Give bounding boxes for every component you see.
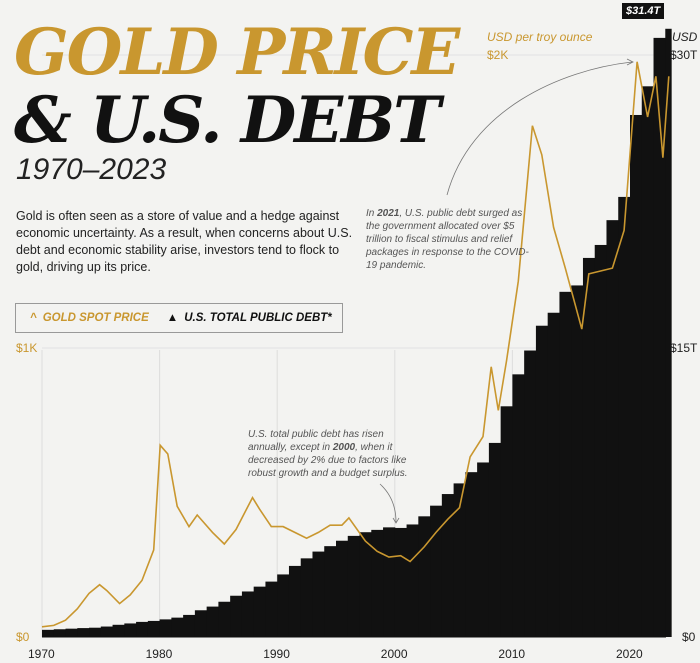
debt-bar [288,565,302,637]
annotation-covid: In 2021, U.S. public debt surged as the … [366,207,536,272]
triangle-icon: ▲ [166,312,179,324]
debt-bar [265,581,278,637]
y2000-arrow-head [392,517,400,524]
debt-bar [418,516,431,637]
debt-bar [406,524,419,637]
legend: ^ GOLD SPOT PRICE ▲ U.S. TOTAL PUBLIC DE… [15,303,343,333]
debt-bar [206,606,219,637]
title-years: 1970–2023 [16,153,167,186]
debt-bar [371,529,384,637]
debt-bar [500,406,513,637]
legend-debt: U.S. TOTAL PUBLIC DEBT* [184,312,332,324]
note-text: , U.S. public debt surged as the governm… [366,208,529,271]
title-us-debt: & U.S. DEBT [14,83,441,158]
debt-bar [89,627,102,637]
right-tick-0: $0 [682,630,696,644]
debt-bar [453,483,466,637]
left-axis-label: USD per troy ounce [487,30,593,44]
title-gold-price: GOLD PRICE [14,15,460,90]
left-tick-1k: $1K [16,341,38,355]
debt-bar [230,595,243,637]
debt-bar [477,462,490,637]
caret-up-icon: ^ [30,312,37,324]
debt-bar [65,628,78,637]
debt-bar [582,257,596,637]
note-text: In [366,208,378,219]
debt-bar [300,558,313,637]
debt-bar [359,532,372,637]
debt-bar [77,628,90,637]
debt-bar [465,472,478,637]
debt-bar [136,621,149,637]
debt-bar [124,623,137,637]
debt-bar [347,535,361,637]
debt-bar [512,374,525,637]
debt-bar [253,586,266,637]
x-tick-label: 1970 [28,647,55,661]
note-text: U.S. total public debt has risen annuall… [248,429,384,453]
note-year: 2000 [332,442,356,453]
annotation-2000: U.S. total public debt has risen annuall… [248,428,418,480]
right-tick-15t: $15T [670,341,698,355]
x-tick-label: 1990 [263,647,290,661]
debt-bar [606,220,619,637]
x-tick-label: 1980 [145,647,173,661]
legend-gold: GOLD SPOT PRICE [42,312,149,324]
debt-bar [383,527,396,637]
debt-bar [547,312,560,637]
note-text: , when it decreased by 2% due to factors… [248,442,408,479]
debt-bar [42,629,55,637]
debt-bar [312,551,325,637]
covid-arrow-head [626,58,634,66]
gold-price-line [41,61,670,628]
debt-bar [441,494,455,637]
covid-arrow [446,61,633,196]
debt-bar [488,442,502,637]
note-year: 2021 [377,208,400,219]
debt-bar [336,540,349,637]
debt-bar [535,325,549,637]
x-tick-label: 2010 [498,647,526,661]
debt-bar [159,619,172,637]
right-axis-label: USD [672,30,698,44]
debt-bar [630,114,643,637]
debt-bar [112,624,125,637]
description: Gold is often seen as a store of value a… [16,209,353,274]
debt-bar [241,591,255,637]
debt-bar [147,620,161,637]
debt-callout: $31.4T [622,3,665,19]
debt-bar [665,28,672,638]
debt-bar [100,626,114,637]
debt-bar [524,350,537,637]
x-tick-label: 2020 [616,647,643,661]
debt-bar [324,546,337,637]
debt-bar [194,610,208,637]
debt-bar [53,629,67,637]
debt-bar [218,601,231,637]
debt-bar [653,37,666,637]
debt-bar [559,291,572,637]
left-tick-0: $0 [16,630,30,644]
debt-bar [394,527,408,637]
debt-bar [571,285,584,637]
y2000-arrow [379,483,397,523]
debt-bar [171,617,184,637]
x-tick-label: 2000 [380,647,408,661]
debt-bar [277,574,290,637]
debt-bar [641,86,655,637]
debt-bar [430,505,443,637]
left-tick-2k: $2K [487,48,509,62]
debt-bar [183,614,196,637]
debt-bar [618,196,631,637]
right-tick-30t: $30T [670,48,698,62]
debt-bar [594,244,607,637]
